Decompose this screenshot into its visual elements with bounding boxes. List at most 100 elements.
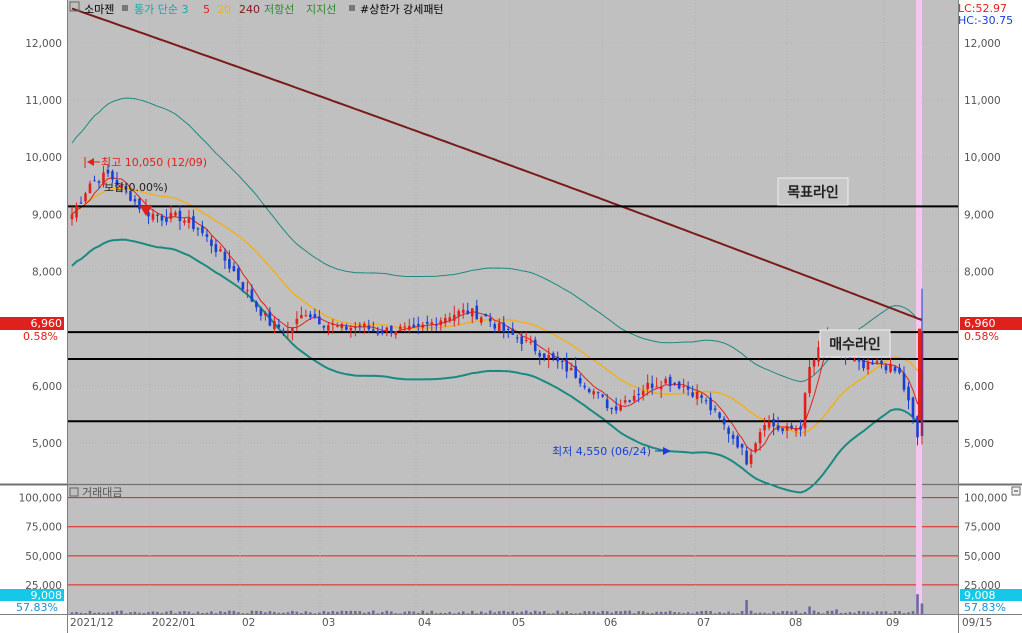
volume-bar xyxy=(192,613,195,614)
candle-body xyxy=(587,389,591,393)
date-label: 05 xyxy=(512,617,525,629)
legend-support[interactable]: 지지선 xyxy=(306,3,336,16)
volume-bar xyxy=(322,610,326,614)
candle-body xyxy=(295,318,299,325)
candle-body xyxy=(889,363,892,372)
volume-bar xyxy=(479,611,483,614)
volume-checkbox-icon[interactable] xyxy=(69,487,79,497)
grid-lines xyxy=(68,42,958,586)
volume-bar xyxy=(470,610,474,614)
volume-bar xyxy=(727,611,730,614)
volume-tick-right: 100,000 xyxy=(964,493,1007,505)
candle-body xyxy=(399,326,402,330)
volume-bar xyxy=(434,613,438,614)
candle-body xyxy=(106,169,110,174)
candle-body xyxy=(282,330,285,333)
candle-body xyxy=(115,180,119,186)
candle-body xyxy=(210,239,213,246)
volume-bar xyxy=(515,612,519,614)
candle-body xyxy=(408,325,411,330)
candle-body xyxy=(425,321,429,324)
low-label: 최저 4,550 (06/24) xyxy=(552,445,651,458)
legend-bollinger[interactable]: 통가 단순 3 xyxy=(134,3,188,16)
price-tick-left: 8,000 xyxy=(32,267,62,279)
candle-body xyxy=(754,443,757,452)
volume-bar xyxy=(246,613,249,614)
volume-bar xyxy=(448,611,452,614)
candle-body xyxy=(502,322,506,332)
candle-body xyxy=(533,339,537,352)
legend-ma240[interactable]: 240 xyxy=(239,3,260,16)
volume-bar xyxy=(821,613,825,614)
volume-bar xyxy=(664,611,667,614)
candle-body xyxy=(682,386,685,388)
volume-bar xyxy=(259,611,263,614)
volume-bar xyxy=(529,612,533,614)
buy-line-box[interactable] xyxy=(819,329,891,358)
volume-bar xyxy=(610,612,613,614)
candle-body xyxy=(578,378,582,384)
volume-bar xyxy=(767,613,771,614)
month-grid xyxy=(149,0,885,614)
candle-body xyxy=(430,322,434,325)
current-price-tag-left xyxy=(0,317,64,330)
volume-bar xyxy=(578,612,582,614)
volume-bar xyxy=(174,613,177,614)
current-volume-left: 9,008 xyxy=(31,589,63,602)
volume-bar xyxy=(700,611,703,614)
candle-body xyxy=(443,317,447,324)
price-tick-right: 6,000 xyxy=(964,381,994,393)
price-plot-area[interactable] xyxy=(68,0,958,483)
candle-body xyxy=(70,214,74,220)
volume-bar xyxy=(907,612,910,614)
volume-bar xyxy=(475,613,479,614)
price-tick-right: 10,000 xyxy=(964,152,1001,164)
legend-resistance[interactable]: 저항선 xyxy=(264,3,294,16)
volume-bar xyxy=(88,610,92,614)
candle-body xyxy=(520,336,524,344)
volume-bar xyxy=(385,610,389,614)
volume-bar xyxy=(363,612,366,614)
legend-checkbox-icon[interactable] xyxy=(69,1,80,12)
volume-bar xyxy=(556,610,560,614)
candle-body xyxy=(448,317,452,321)
candle-body xyxy=(331,323,335,326)
date-label: 02 xyxy=(242,617,255,629)
volume-bar xyxy=(583,611,586,614)
volume-bar xyxy=(916,594,919,614)
volume-bar xyxy=(763,612,766,614)
legend-ma5[interactable]: 5 xyxy=(203,3,210,16)
target-line-box[interactable] xyxy=(777,177,849,206)
bollinger-upper xyxy=(71,97,923,383)
volume-bar xyxy=(430,610,434,614)
candle-body xyxy=(731,434,735,439)
date-label: 06 xyxy=(604,617,618,629)
high-annotation: 최고 10,050 (12/09) xyxy=(84,156,207,169)
date-label: 08 xyxy=(789,617,802,629)
candle-body xyxy=(880,360,883,364)
volume-bar xyxy=(443,612,447,614)
candle-body xyxy=(133,199,137,202)
candle-body xyxy=(291,327,294,333)
volume-bar xyxy=(772,611,775,614)
volume-bar xyxy=(641,611,645,614)
candle-body xyxy=(497,322,501,332)
current-ratio-right: 57.83% xyxy=(964,601,1006,614)
volume-bar xyxy=(147,612,150,614)
volume-bar xyxy=(839,613,843,614)
volume-bar xyxy=(542,610,546,614)
price-tick-left: 9,000 xyxy=(32,209,62,221)
candle-body xyxy=(84,193,87,202)
volume-plot-area[interactable] xyxy=(68,486,958,614)
volume-bar xyxy=(592,611,595,614)
volume-bar xyxy=(682,613,685,614)
legend-pattern[interactable]: #상한가 강세패턴 xyxy=(360,3,444,16)
volume-bar xyxy=(808,606,811,614)
legend[interactable]: 소마젠 통가 단순 3 5 20 240 저항선 지지선 #상한가 강세패턴 xyxy=(69,1,444,16)
volume-bar xyxy=(84,613,87,614)
volume-bar xyxy=(102,612,105,614)
candle-body xyxy=(709,397,712,411)
volume-bar xyxy=(731,613,735,614)
legend-ma20[interactable]: 20 xyxy=(217,3,231,16)
